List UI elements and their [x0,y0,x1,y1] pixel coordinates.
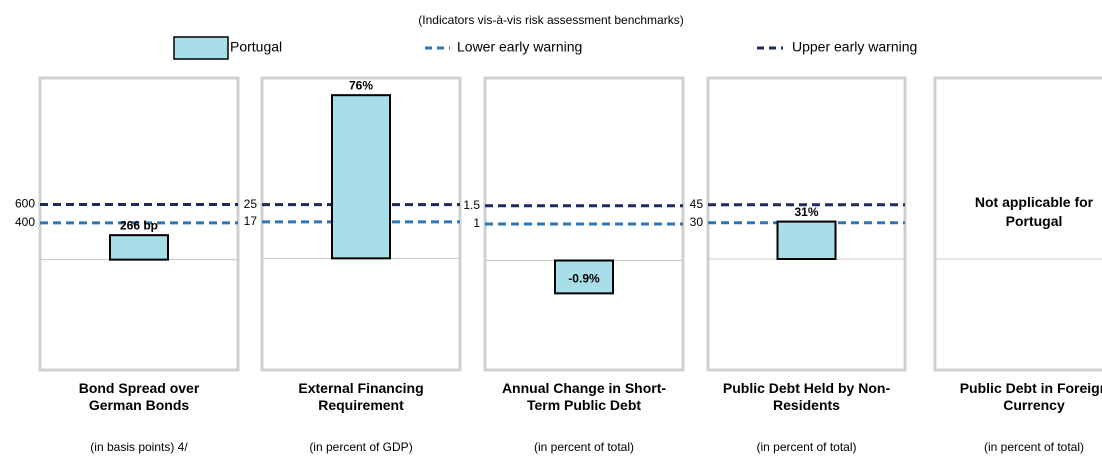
legend-label: Portugal [230,39,282,55]
y-tick-label: 45 [690,197,704,211]
legend-swatch [173,36,229,60]
legend-label: Lower early warning [457,39,582,55]
y-tick-label: 30 [690,215,704,229]
y-tick-label: 600 [15,197,35,211]
panel-subtitle: (in basis points) 4/ [90,440,188,454]
legend-label: Upper early warning [792,39,917,55]
panel-subtitle: (in percent of total) [756,440,857,454]
panel-title: Annual Change in Short-Term Public Debt [501,380,667,413]
bar [331,94,391,260]
value-label: 76% [349,78,373,92]
bar [554,259,614,295]
value-label: -0.9% [568,272,600,286]
y-tick-label: 1 [473,216,480,230]
chart-subtitle: (Indicators vis-à-vis risk assessment be… [418,13,683,27]
panel-title: Public Debt in Foreign Currency [959,380,1102,413]
panel-note: Not applicable for Portugal [974,194,1094,229]
bar [109,234,169,261]
panel-frame [933,76,1102,372]
panel-title: Bond Spread over German Bonds [78,380,200,413]
panel-subtitle: (in percent of GDP) [309,440,413,454]
panel-subtitle: (in percent of total) [533,440,635,454]
panel-subtitle: (in percent of total) [983,440,1085,454]
y-tick-label: 400 [15,215,35,229]
bar [776,220,837,260]
y-tick-label: 1.5 [463,198,480,212]
value-label: 31% [794,205,818,219]
panel-title: Public Debt Held by Non-Residents [722,380,891,413]
y-tick-label: 25 [244,197,258,211]
value-label: 266 bp [120,218,158,232]
y-tick-label: 17 [244,214,258,228]
panel-title: External Financing Requirement [298,380,424,413]
panel-frame [260,76,462,372]
